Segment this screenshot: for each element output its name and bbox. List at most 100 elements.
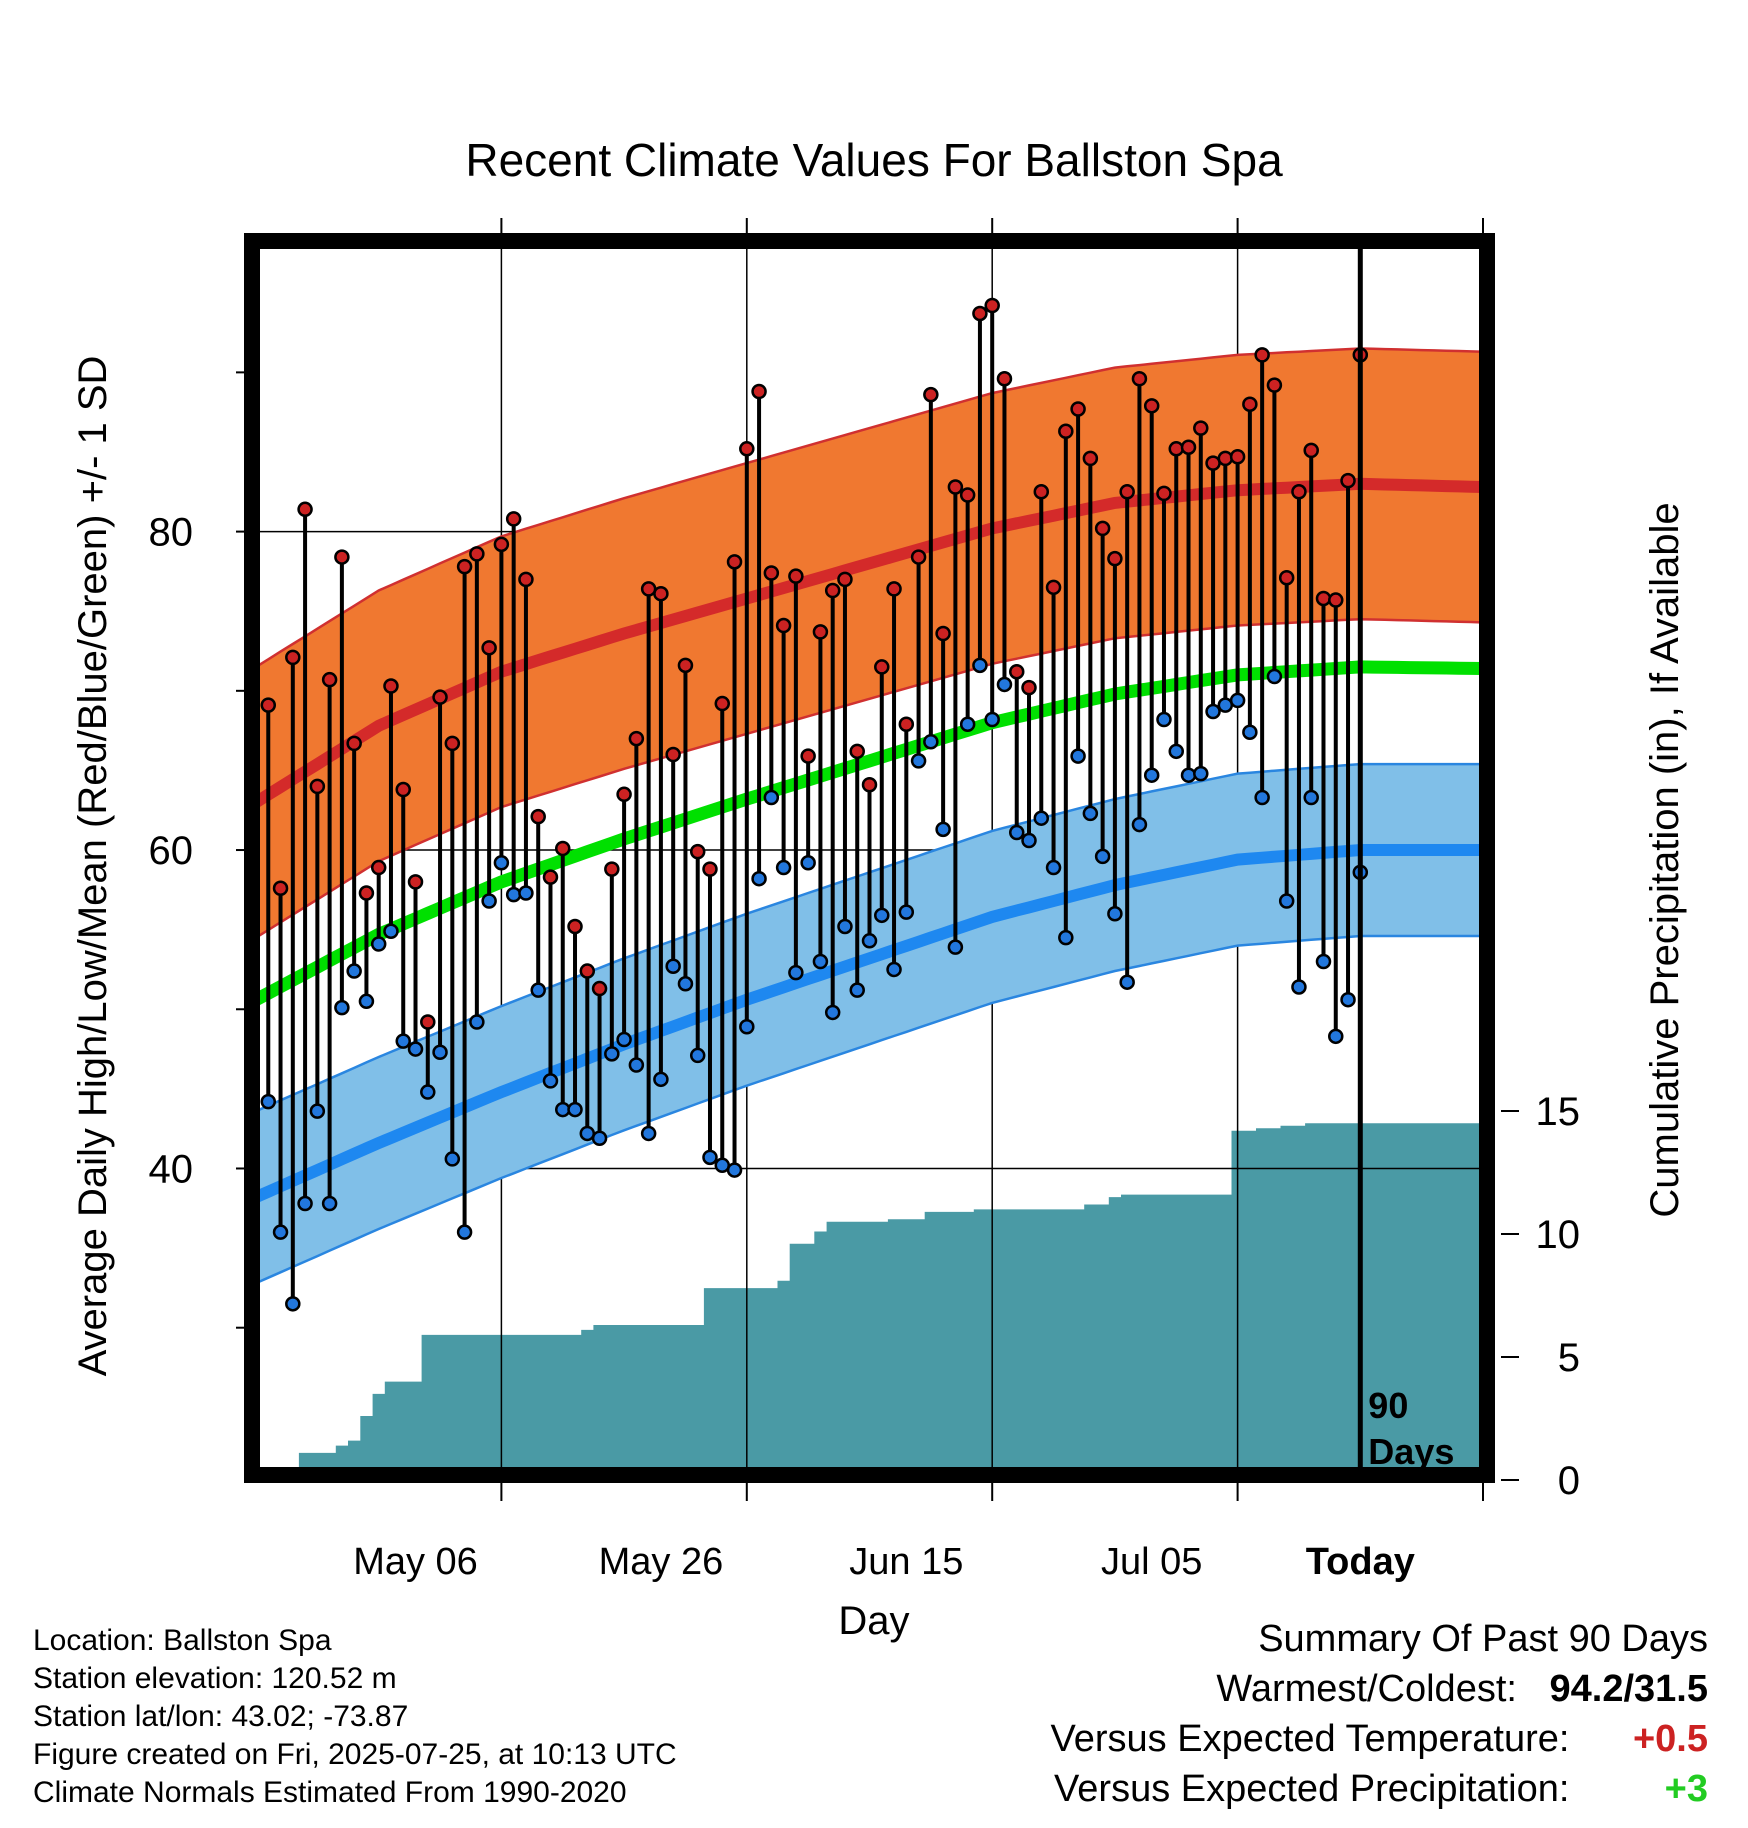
high-point xyxy=(677,657,694,674)
normal-high-line xyxy=(252,477,1484,808)
high-point xyxy=(604,861,620,877)
low-point xyxy=(1058,929,1074,946)
high-point xyxy=(947,479,964,495)
x-tick-label: Jul 05 xyxy=(1101,1541,1202,1583)
low-point xyxy=(800,855,816,871)
high-point xyxy=(1082,450,1099,467)
high-point xyxy=(542,869,559,885)
summary-warmest-value: 94.2/31.5 xyxy=(1549,1668,1708,1710)
low-point xyxy=(898,904,915,920)
high-point xyxy=(628,730,645,747)
low-point xyxy=(1094,848,1111,865)
high-point xyxy=(1229,449,1246,465)
high-point xyxy=(358,885,375,901)
low-point xyxy=(947,939,964,955)
high-point xyxy=(567,918,583,935)
low-point xyxy=(321,1195,338,1212)
high-point xyxy=(935,625,951,642)
period-label-unit: Days xyxy=(1368,1431,1454,1472)
low-point xyxy=(1131,816,1148,833)
high-point xyxy=(1254,347,1270,363)
low-point xyxy=(346,963,362,979)
high-point xyxy=(346,735,362,752)
summary-precip-label: Versus Expected Precipitation: xyxy=(1054,1768,1570,1810)
low-point xyxy=(763,789,780,806)
low-point xyxy=(518,885,534,901)
low-point xyxy=(1143,767,1160,783)
high-point xyxy=(493,536,510,553)
low-point xyxy=(469,1014,485,1030)
low-point xyxy=(665,958,681,975)
low-point xyxy=(1119,974,1135,990)
y-axis-label: Average Daily High/Low/Mean (Red/Blue/Gr… xyxy=(71,356,115,1377)
high-point xyxy=(456,558,473,575)
high-point xyxy=(591,980,608,997)
y-tick-label: 40 xyxy=(149,1147,194,1191)
high-point xyxy=(309,778,326,795)
high-point xyxy=(1180,439,1197,455)
low-point xyxy=(1107,905,1123,922)
low-point xyxy=(812,953,829,970)
low-point xyxy=(849,982,865,998)
low-point xyxy=(984,711,1000,728)
low-point xyxy=(702,1149,718,1166)
high-point xyxy=(1021,679,1037,696)
low-point xyxy=(689,1047,706,1064)
low-point xyxy=(775,859,792,876)
daily-values: 90 Days xyxy=(260,245,1454,1472)
high-point xyxy=(272,880,289,897)
low-point xyxy=(837,918,853,935)
footer-location: Location: Ballston Spa xyxy=(33,1624,332,1657)
high-point xyxy=(751,383,767,400)
y2-tick-label: 15 xyxy=(1536,1090,1581,1134)
low-point xyxy=(309,1103,326,1119)
high-point xyxy=(861,777,878,793)
high-point xyxy=(1168,441,1184,457)
high-point xyxy=(481,640,497,656)
low-point xyxy=(395,1033,411,1049)
low-point xyxy=(493,855,510,871)
high-point xyxy=(824,582,841,599)
summary-precip: Versus Expected Precipitation: +3 xyxy=(1054,1768,1708,1811)
low-point xyxy=(1229,692,1246,709)
low-point xyxy=(1315,953,1332,970)
high-point xyxy=(1058,423,1074,440)
low-point xyxy=(616,1031,632,1048)
normal-low-line xyxy=(253,844,1483,1203)
low-point xyxy=(1180,767,1197,783)
high-point xyxy=(444,735,461,752)
high-point xyxy=(1045,579,1062,596)
high-point xyxy=(996,370,1013,387)
high-point xyxy=(689,843,706,860)
high-point xyxy=(297,501,313,518)
low-point xyxy=(1021,832,1037,849)
low-point xyxy=(959,716,976,733)
high-point xyxy=(763,565,780,581)
summary-temp: Versus Expected Temperature: +0.5 xyxy=(1051,1718,1708,1761)
low-point xyxy=(1193,765,1209,782)
low-point xyxy=(1254,789,1270,806)
low-point xyxy=(996,676,1013,693)
high-point xyxy=(874,659,890,675)
high-point xyxy=(505,511,522,527)
low-point xyxy=(1156,711,1172,728)
low-point xyxy=(542,1073,559,1089)
low-point xyxy=(1328,1028,1344,1045)
high-point xyxy=(1156,485,1172,502)
footer-elevation: Station elevation: 120.52 m xyxy=(33,1662,397,1695)
low-point xyxy=(420,1084,436,1100)
low-point xyxy=(653,1071,669,1088)
precipitation-area xyxy=(256,1123,1483,1471)
high-point xyxy=(555,840,571,857)
period-label-number: 90 xyxy=(1368,1385,1408,1426)
low-point xyxy=(1278,893,1295,909)
summary-temp-value: +0.5 xyxy=(1632,1718,1708,1760)
high-point xyxy=(849,743,865,760)
high-point xyxy=(321,671,338,688)
low-point xyxy=(1082,805,1099,822)
high-point xyxy=(702,861,718,877)
high-point xyxy=(886,581,902,597)
low-point xyxy=(334,999,350,1016)
high-point xyxy=(1315,590,1332,607)
high-point xyxy=(432,689,448,705)
